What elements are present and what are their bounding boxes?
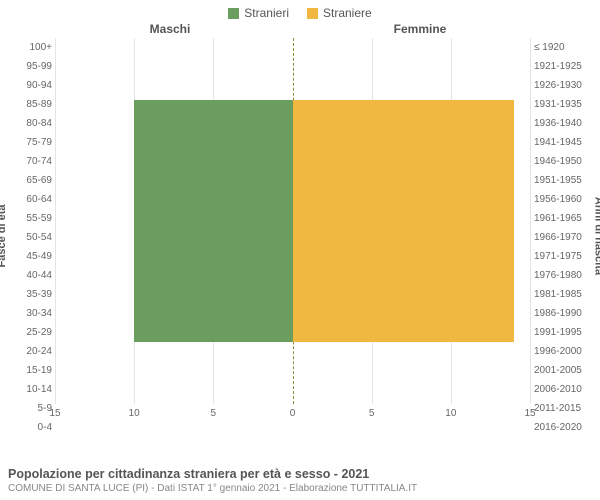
pyramid-row <box>55 55 530 72</box>
chart-area: Fasce di età Anni di nascita 15105051015… <box>0 36 600 436</box>
bar-male <box>261 100 293 342</box>
age-label: 10-14 <box>4 384 52 395</box>
birth-year-label: 1956-1960 <box>534 194 596 205</box>
x-tick: 0 <box>290 408 296 419</box>
age-label: 45-49 <box>4 251 52 262</box>
age-label: 85-89 <box>4 99 52 110</box>
birth-year-label: ≤ 1920 <box>534 42 596 53</box>
birth-year-label: 1931-1935 <box>534 99 596 110</box>
pyramid-row <box>55 386 530 403</box>
birth-year-label: 1971-1975 <box>534 251 596 262</box>
age-label: 25-29 <box>4 327 52 338</box>
swatch-male <box>228 8 239 19</box>
age-label: 50-54 <box>4 232 52 243</box>
birth-year-label: 1926-1930 <box>534 80 596 91</box>
pyramid-row <box>55 352 530 369</box>
x-axis: 15105051015 <box>55 408 530 422</box>
birth-year-label: 1976-1980 <box>534 270 596 281</box>
x-tick: 10 <box>445 408 456 419</box>
birth-year-label: 1941-1945 <box>534 137 596 148</box>
birth-year-label: 2016-2020 <box>534 422 596 433</box>
chart-subtitle: COMUNE DI SANTA LUCE (PI) - Dati ISTAT 1… <box>8 483 592 494</box>
birth-year-label: 2001-2005 <box>534 365 596 376</box>
age-label: 55-59 <box>4 213 52 224</box>
age-label: 5-9 <box>4 403 52 414</box>
birth-year-label: 1936-1940 <box>534 118 596 129</box>
age-label: 95-99 <box>4 61 52 72</box>
age-label: 60-64 <box>4 194 52 205</box>
birth-year-label: 1986-1990 <box>534 308 596 319</box>
gridline <box>530 38 531 404</box>
legend-item-male: Stranieri <box>228 6 289 20</box>
birth-year-label: 1991-1995 <box>534 327 596 338</box>
birth-year-label: 1961-1965 <box>534 213 596 224</box>
legend-label-female: Straniere <box>323 6 372 20</box>
age-label: 15-19 <box>4 365 52 376</box>
age-label: 70-74 <box>4 156 52 167</box>
age-label: 80-84 <box>4 118 52 129</box>
swatch-female <box>307 8 318 19</box>
age-label: 100+ <box>4 42 52 53</box>
pyramid-row <box>55 38 530 55</box>
bar-female <box>293 100 325 342</box>
age-label: 90-94 <box>4 80 52 91</box>
birth-year-label: 1921-1925 <box>534 61 596 72</box>
legend-label-male: Stranieri <box>244 6 289 20</box>
plot <box>55 38 530 404</box>
legend-item-female: Straniere <box>307 6 372 20</box>
header-female: Femmine <box>300 22 600 36</box>
birth-year-label: 1981-1985 <box>534 289 596 300</box>
birth-year-label: 1966-1970 <box>534 232 596 243</box>
age-label: 75-79 <box>4 137 52 148</box>
footer: Popolazione per cittadinanza straniera p… <box>8 467 592 494</box>
age-label: 20-24 <box>4 346 52 357</box>
header-male: Maschi <box>0 22 300 36</box>
age-label: 0-4 <box>4 422 52 433</box>
column-headers: Maschi Femmine <box>0 22 600 36</box>
pyramid-row <box>55 369 530 386</box>
age-label: 65-69 <box>4 175 52 186</box>
birth-year-label: 1946-1950 <box>534 156 596 167</box>
birth-year-label: 2006-2010 <box>534 384 596 395</box>
x-tick: 5 <box>211 408 217 419</box>
age-label: 40-44 <box>4 270 52 281</box>
age-label: 30-34 <box>4 308 52 319</box>
legend: Stranieri Straniere <box>0 0 600 22</box>
x-tick: 5 <box>369 408 375 419</box>
age-label: 35-39 <box>4 289 52 300</box>
birth-year-label: 1951-1955 <box>534 175 596 186</box>
chart-title: Popolazione per cittadinanza straniera p… <box>8 467 592 481</box>
birth-year-label: 1996-2000 <box>534 346 596 357</box>
x-tick: 10 <box>129 408 140 419</box>
pyramid-row <box>55 73 530 90</box>
birth-year-label: 2011-2015 <box>534 403 596 414</box>
